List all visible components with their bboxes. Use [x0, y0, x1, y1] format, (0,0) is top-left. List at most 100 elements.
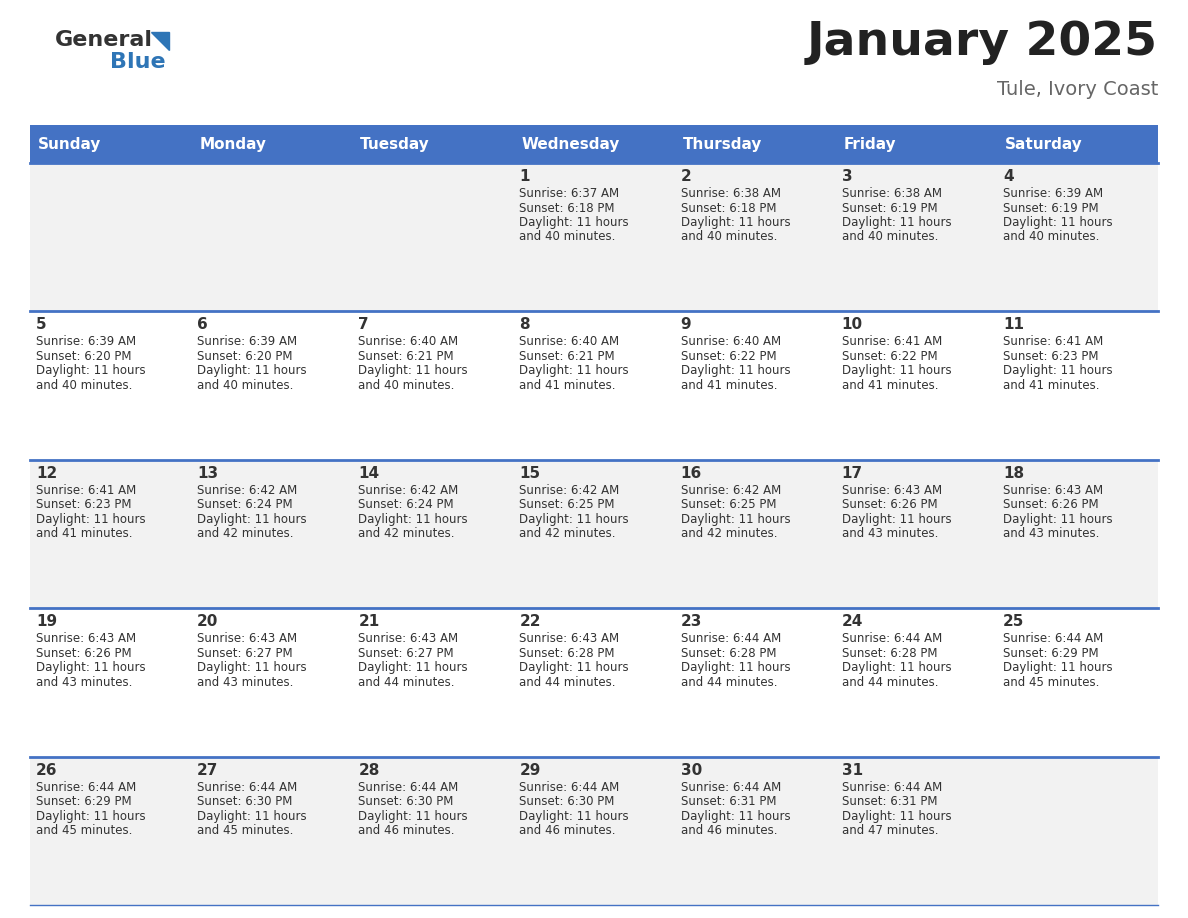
- Text: 2: 2: [681, 169, 691, 184]
- Text: 10: 10: [842, 318, 862, 332]
- Text: Tuesday: Tuesday: [360, 138, 430, 152]
- Text: Sunrise: 6:44 AM: Sunrise: 6:44 AM: [842, 780, 942, 793]
- Text: Sunset: 6:26 PM: Sunset: 6:26 PM: [842, 498, 937, 511]
- Text: Daylight: 11 hours: Daylight: 11 hours: [197, 661, 307, 674]
- Bar: [30, 311, 191, 460]
- Text: 24: 24: [842, 614, 864, 629]
- Text: 18: 18: [1003, 465, 1024, 481]
- Text: and 40 minutes.: and 40 minutes.: [681, 230, 777, 243]
- Text: Sunset: 6:27 PM: Sunset: 6:27 PM: [359, 646, 454, 660]
- Text: Sunset: 6:31 PM: Sunset: 6:31 PM: [681, 795, 776, 808]
- Bar: [30, 163, 191, 311]
- Text: Daylight: 11 hours: Daylight: 11 hours: [197, 364, 307, 377]
- Text: 13: 13: [197, 465, 219, 481]
- Text: Sunrise: 6:41 AM: Sunrise: 6:41 AM: [36, 484, 137, 497]
- Text: Sunrise: 6:40 AM: Sunrise: 6:40 AM: [681, 335, 781, 349]
- Text: Sunrise: 6:42 AM: Sunrise: 6:42 AM: [197, 484, 297, 497]
- Text: Sunset: 6:23 PM: Sunset: 6:23 PM: [1003, 350, 1099, 363]
- Text: and 41 minutes.: and 41 minutes.: [681, 379, 777, 392]
- Text: Sunset: 6:29 PM: Sunset: 6:29 PM: [36, 795, 132, 808]
- Text: Daylight: 11 hours: Daylight: 11 hours: [681, 216, 790, 229]
- Text: Daylight: 11 hours: Daylight: 11 hours: [36, 661, 146, 674]
- Text: Tule, Ivory Coast: Tule, Ivory Coast: [997, 80, 1158, 99]
- Text: Sunset: 6:26 PM: Sunset: 6:26 PM: [1003, 498, 1099, 511]
- Text: Daylight: 11 hours: Daylight: 11 hours: [681, 810, 790, 823]
- Text: 5: 5: [36, 318, 46, 332]
- Text: Sunrise: 6:43 AM: Sunrise: 6:43 AM: [36, 633, 137, 645]
- Polygon shape: [151, 32, 169, 50]
- Bar: [997, 163, 1158, 311]
- Text: Daylight: 11 hours: Daylight: 11 hours: [519, 513, 630, 526]
- Bar: [513, 609, 675, 756]
- Text: Sunrise: 6:44 AM: Sunrise: 6:44 AM: [681, 780, 781, 793]
- Text: 11: 11: [1003, 318, 1024, 332]
- Text: Daylight: 11 hours: Daylight: 11 hours: [1003, 661, 1112, 674]
- Text: Sunset: 6:27 PM: Sunset: 6:27 PM: [197, 646, 292, 660]
- Text: and 43 minutes.: and 43 minutes.: [197, 676, 293, 688]
- Text: General: General: [55, 30, 153, 50]
- Text: Sunset: 6:18 PM: Sunset: 6:18 PM: [519, 201, 615, 215]
- Text: and 41 minutes.: and 41 minutes.: [519, 379, 615, 392]
- Text: Wednesday: Wednesday: [522, 138, 620, 152]
- Text: Sunrise: 6:43 AM: Sunrise: 6:43 AM: [359, 633, 459, 645]
- Text: Daylight: 11 hours: Daylight: 11 hours: [359, 661, 468, 674]
- Text: Daylight: 11 hours: Daylight: 11 hours: [197, 810, 307, 823]
- Text: Daylight: 11 hours: Daylight: 11 hours: [36, 810, 146, 823]
- Bar: [30, 609, 191, 756]
- Text: Monday: Monday: [200, 138, 266, 152]
- Text: 26: 26: [36, 763, 57, 778]
- Text: Daylight: 11 hours: Daylight: 11 hours: [1003, 513, 1112, 526]
- Text: 22: 22: [519, 614, 541, 629]
- Text: Sunset: 6:20 PM: Sunset: 6:20 PM: [197, 350, 292, 363]
- Text: January 2025: January 2025: [807, 20, 1158, 65]
- Text: and 40 minutes.: and 40 minutes.: [519, 230, 615, 243]
- Text: Sunset: 6:26 PM: Sunset: 6:26 PM: [36, 646, 132, 660]
- Text: Sunrise: 6:44 AM: Sunrise: 6:44 AM: [1003, 633, 1104, 645]
- Text: Sunset: 6:31 PM: Sunset: 6:31 PM: [842, 795, 937, 808]
- Bar: [997, 460, 1158, 609]
- Text: Sunrise: 6:44 AM: Sunrise: 6:44 AM: [359, 780, 459, 793]
- Text: Sunset: 6:19 PM: Sunset: 6:19 PM: [842, 201, 937, 215]
- Text: and 44 minutes.: and 44 minutes.: [359, 676, 455, 688]
- Text: 3: 3: [842, 169, 852, 184]
- Text: and 41 minutes.: and 41 minutes.: [842, 379, 939, 392]
- Text: Sunrise: 6:41 AM: Sunrise: 6:41 AM: [1003, 335, 1104, 349]
- Text: Sunset: 6:25 PM: Sunset: 6:25 PM: [681, 498, 776, 511]
- Text: Daylight: 11 hours: Daylight: 11 hours: [519, 810, 630, 823]
- Text: and 40 minutes.: and 40 minutes.: [1003, 230, 1099, 243]
- Text: and 44 minutes.: and 44 minutes.: [842, 676, 939, 688]
- Text: Sunrise: 6:44 AM: Sunrise: 6:44 AM: [36, 780, 137, 793]
- Text: Sunset: 6:30 PM: Sunset: 6:30 PM: [519, 795, 615, 808]
- Text: Sunrise: 6:39 AM: Sunrise: 6:39 AM: [1003, 187, 1102, 200]
- Text: Sunrise: 6:44 AM: Sunrise: 6:44 AM: [681, 633, 781, 645]
- Text: Sunrise: 6:42 AM: Sunrise: 6:42 AM: [681, 484, 781, 497]
- Text: Sunset: 6:29 PM: Sunset: 6:29 PM: [1003, 646, 1099, 660]
- Text: 30: 30: [681, 763, 702, 778]
- Text: Sunrise: 6:43 AM: Sunrise: 6:43 AM: [519, 633, 620, 645]
- Text: Sunrise: 6:40 AM: Sunrise: 6:40 AM: [519, 335, 620, 349]
- Text: Sunset: 6:21 PM: Sunset: 6:21 PM: [359, 350, 454, 363]
- Bar: [997, 609, 1158, 756]
- Text: 23: 23: [681, 614, 702, 629]
- Text: Sunset: 6:30 PM: Sunset: 6:30 PM: [197, 795, 292, 808]
- Text: Sunset: 6:24 PM: Sunset: 6:24 PM: [197, 498, 292, 511]
- Text: 29: 29: [519, 763, 541, 778]
- Bar: [675, 756, 835, 905]
- Text: Sunset: 6:28 PM: Sunset: 6:28 PM: [681, 646, 776, 660]
- Text: 16: 16: [681, 465, 702, 481]
- Text: Daylight: 11 hours: Daylight: 11 hours: [36, 364, 146, 377]
- Text: and 42 minutes.: and 42 minutes.: [519, 527, 615, 541]
- Text: 1: 1: [519, 169, 530, 184]
- Text: Daylight: 11 hours: Daylight: 11 hours: [681, 661, 790, 674]
- Bar: [353, 460, 513, 609]
- Text: Sunset: 6:21 PM: Sunset: 6:21 PM: [519, 350, 615, 363]
- Text: and 45 minutes.: and 45 minutes.: [197, 824, 293, 837]
- Text: Sunrise: 6:38 AM: Sunrise: 6:38 AM: [681, 187, 781, 200]
- Text: Sunrise: 6:42 AM: Sunrise: 6:42 AM: [359, 484, 459, 497]
- Text: Sunset: 6:28 PM: Sunset: 6:28 PM: [519, 646, 615, 660]
- Bar: [675, 163, 835, 311]
- Text: Sunrise: 6:41 AM: Sunrise: 6:41 AM: [842, 335, 942, 349]
- Text: Daylight: 11 hours: Daylight: 11 hours: [842, 810, 952, 823]
- Text: 19: 19: [36, 614, 57, 629]
- Text: 8: 8: [519, 318, 530, 332]
